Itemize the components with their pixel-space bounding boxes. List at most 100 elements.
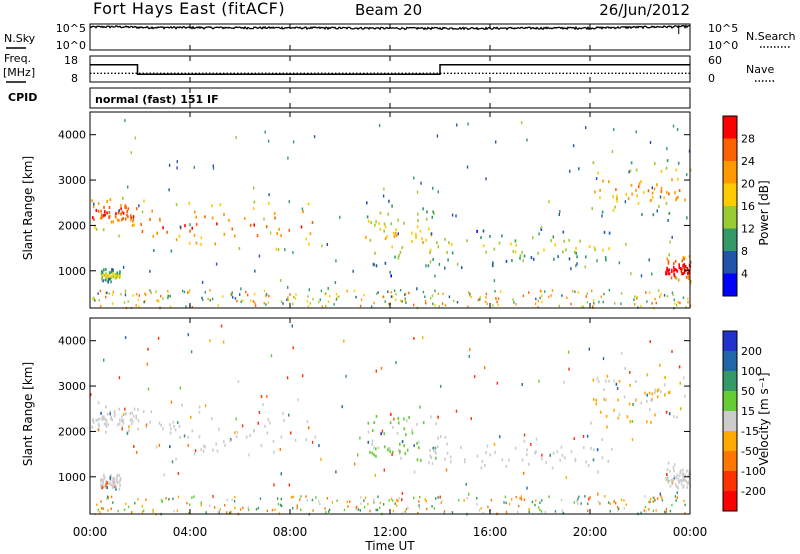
near-range-point bbox=[585, 295, 587, 298]
near-range-point bbox=[112, 501, 114, 504]
beam-label: Beam 20 bbox=[355, 1, 422, 19]
scatter-point bbox=[130, 216, 132, 220]
scatter-point bbox=[403, 444, 405, 448]
sparse-point bbox=[616, 387, 619, 390]
scatter-point bbox=[395, 234, 398, 238]
scatter-point bbox=[396, 431, 399, 435]
scatter-point bbox=[681, 267, 683, 271]
near-range-point bbox=[394, 298, 397, 302]
scatter-point bbox=[652, 195, 654, 199]
sparse-point bbox=[280, 279, 282, 282]
sparse-point bbox=[269, 231, 272, 235]
scatter-point bbox=[687, 272, 689, 275]
scatter-point bbox=[126, 210, 128, 213]
near-range-point bbox=[528, 510, 530, 514]
scatter-point bbox=[100, 213, 103, 217]
scatter-point bbox=[671, 270, 673, 273]
sparse-point bbox=[558, 213, 560, 216]
scatter-point bbox=[669, 484, 672, 488]
near-range-point bbox=[209, 504, 211, 507]
scatter-point bbox=[387, 448, 389, 452]
sparse-point bbox=[444, 266, 446, 270]
near-range-point bbox=[520, 498, 523, 501]
scatter-point bbox=[650, 420, 652, 424]
nsearch-label: N.Search bbox=[746, 30, 796, 43]
scatter-point bbox=[100, 209, 102, 213]
scatter-point bbox=[653, 187, 656, 191]
freq-right-tick-top: 60 bbox=[708, 54, 722, 67]
scatter-point bbox=[104, 213, 106, 217]
scatter-point bbox=[674, 259, 677, 263]
scatter-point bbox=[101, 479, 104, 482]
scatter-point bbox=[686, 216, 688, 220]
near-range-point bbox=[290, 496, 293, 499]
scatter-point bbox=[650, 399, 652, 402]
scatter-point bbox=[156, 232, 159, 235]
scatter-point bbox=[125, 412, 127, 415]
scatter-point bbox=[262, 403, 264, 407]
near-range-point bbox=[319, 502, 321, 506]
sparse-point bbox=[522, 259, 524, 263]
near-range-point bbox=[541, 294, 543, 298]
scatter-point bbox=[384, 237, 387, 241]
near-range-point bbox=[656, 497, 659, 500]
scatter-point bbox=[380, 432, 382, 436]
scatter-point bbox=[300, 225, 303, 229]
near-range-point bbox=[648, 291, 651, 294]
near-range-point bbox=[149, 289, 151, 292]
scatter-point bbox=[238, 247, 241, 250]
sparse-point bbox=[540, 226, 543, 230]
near-range-point bbox=[666, 294, 669, 298]
near-range-point bbox=[359, 509, 361, 512]
scatter-point bbox=[435, 451, 437, 455]
noise-left-tick-top: 10^5 bbox=[56, 22, 86, 35]
scatter-point bbox=[574, 457, 576, 461]
near-range-point bbox=[422, 290, 425, 294]
near-range-point bbox=[177, 495, 180, 499]
scatter-point bbox=[97, 401, 100, 405]
scatter-point bbox=[422, 207, 424, 211]
scatter-point bbox=[127, 207, 130, 211]
scatter-point bbox=[568, 257, 571, 261]
scatter-point bbox=[117, 423, 119, 427]
scatter-point bbox=[198, 435, 201, 439]
near-range-point bbox=[684, 512, 686, 515]
scatter-point bbox=[181, 403, 183, 407]
scatter-point bbox=[398, 451, 401, 455]
near-range-point bbox=[560, 498, 563, 502]
near-range-point bbox=[167, 294, 169, 298]
scatter-point bbox=[446, 251, 448, 254]
scatter-point bbox=[583, 446, 585, 450]
near-range-point bbox=[550, 294, 552, 297]
near-range-point bbox=[424, 295, 426, 298]
scatter-point bbox=[121, 210, 124, 214]
near-range-point bbox=[570, 302, 572, 306]
sparse-point bbox=[163, 473, 165, 477]
near-range-point bbox=[544, 510, 547, 514]
scatter-point bbox=[684, 394, 686, 398]
scatter-point bbox=[683, 263, 686, 267]
near-range-point bbox=[106, 291, 108, 295]
power-colorbar-tick: 12 bbox=[741, 223, 755, 236]
scatter-point bbox=[560, 445, 563, 449]
near-range-point bbox=[476, 503, 478, 506]
scatter-point bbox=[654, 391, 656, 395]
near-range-point bbox=[233, 499, 236, 503]
sparse-point bbox=[445, 468, 448, 472]
sparse-point bbox=[287, 156, 289, 160]
scatter-point bbox=[656, 389, 659, 393]
near-range-point bbox=[562, 512, 565, 515]
sparse-point bbox=[434, 274, 436, 278]
near-range-point bbox=[669, 509, 672, 513]
scatter-point bbox=[650, 198, 652, 202]
near-range-point bbox=[320, 289, 323, 293]
scatter-point bbox=[545, 461, 548, 464]
sparse-point bbox=[683, 376, 685, 380]
near-range-point bbox=[271, 508, 274, 512]
scatter-point bbox=[130, 422, 133, 426]
scatter-point bbox=[200, 242, 202, 246]
time-tick-label: 04:00 bbox=[173, 525, 208, 539]
scatter-point bbox=[678, 480, 680, 484]
scatter-point bbox=[102, 478, 105, 482]
near-range-point bbox=[363, 505, 366, 509]
